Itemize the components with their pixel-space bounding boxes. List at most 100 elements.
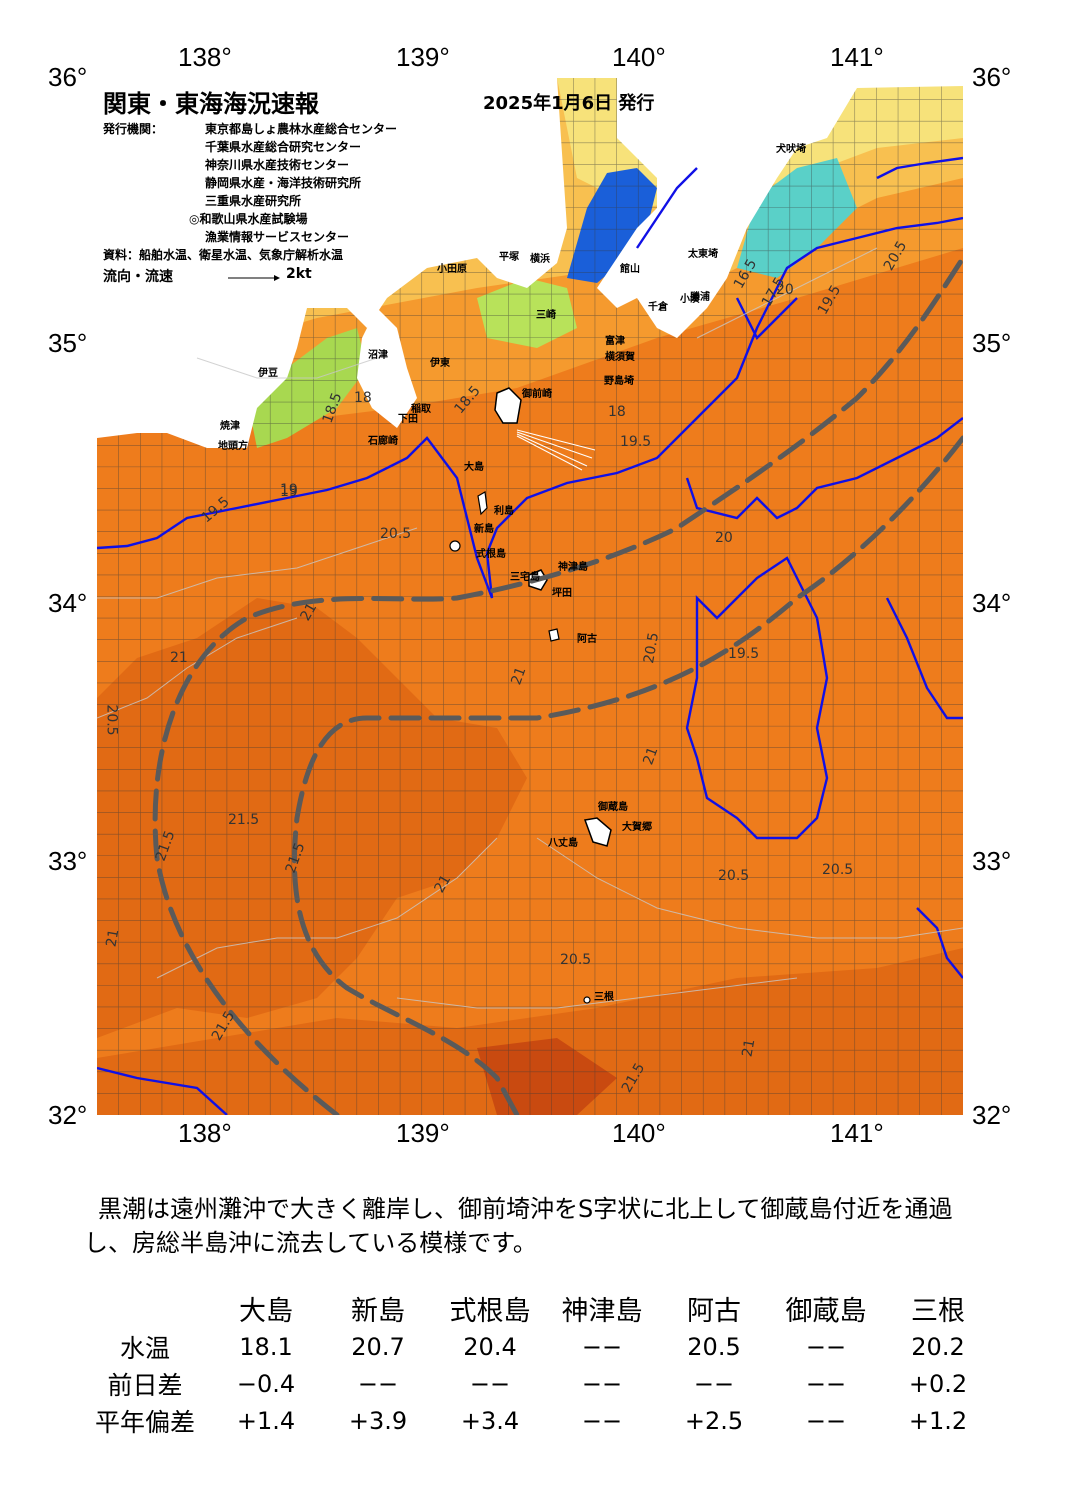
row-label: 前日差 (107, 1370, 183, 1400)
table-cell: −− (805, 1332, 847, 1361)
table-cell: 20.7 (351, 1332, 405, 1361)
place-label: 大賀郷 (622, 822, 652, 833)
lat-label-right-36: 36° (972, 62, 1012, 92)
place-label: 富津 (605, 336, 625, 347)
summary-text: 黒潮は遠州灘沖で大きく離岸し、御前埼沖をS字状に北上して御蔵島付近を通過し、房総… (84, 1195, 953, 1257)
organization-label: 発行機関： (103, 122, 164, 136)
place-label: 御蔵島 (598, 802, 628, 813)
organization-item: 静岡県水産・海洋技術研究所 (205, 176, 362, 190)
isotherm-label: 20.5 (560, 952, 592, 968)
kozushima-island (449, 540, 461, 552)
place-label: 横須賀 (605, 352, 635, 363)
place-label: 利島 (494, 506, 514, 517)
isotherm-label: 20.5 (718, 868, 750, 884)
lon-label-bottom-141: 141° (830, 1118, 884, 1148)
isotherm-label: 20 (715, 530, 733, 546)
flow-legend-unit: 2kt (286, 266, 312, 282)
organization-item: 東京都島しょ農林水産総合センター (205, 122, 398, 136)
isotherm-label: 18 (354, 390, 372, 406)
place-label: 伊豆 (258, 368, 278, 379)
data-source: 資料：船舶水温、衛星水温、気象庁解析水温 (103, 248, 344, 262)
row-label: 水温 (119, 1333, 170, 1363)
place-label: 館山 (620, 264, 640, 275)
place-label: 三崎 (536, 310, 556, 321)
isotherm-label: 18 (608, 404, 626, 420)
place-label: 御前崎 (522, 389, 552, 400)
place-label: 下田 (398, 414, 418, 425)
sea-warm-hotspot (477, 1038, 617, 1115)
table-cell: 18.1 (239, 1332, 293, 1361)
place-label: 式根島 (476, 549, 506, 560)
lon-label-top-140: 140° (612, 42, 666, 72)
station-header: 大島 (239, 1295, 293, 1327)
table-cell: 20.5 (687, 1332, 741, 1361)
sea-warm-core-west (97, 598, 527, 1038)
place-label: 小田原 (437, 264, 467, 275)
organization-item: ◎和歌山県水産試験場 (189, 212, 308, 226)
lat-label-right-34: 34° (972, 588, 1012, 618)
table-cell: +3.9 (348, 1406, 408, 1435)
lat-label-left-32: 32° (48, 1100, 88, 1130)
place-label: 神津島 (558, 562, 588, 573)
lon-label-bottom-139: 139° (396, 1118, 450, 1148)
organization-item: 神奈川県水産技術センター (205, 158, 350, 172)
table-cell: −0.4 (236, 1369, 296, 1398)
table-row: 平年偏差 +1.4 +3.9 +3.4 −− +2.5 −− +1.2 (80, 1402, 994, 1439)
isotherm-label: 20.5 (822, 862, 854, 878)
organization-item: 三重県水産研究所 (205, 194, 302, 208)
table-cell: 20.4 (463, 1332, 517, 1361)
map-title: 関東・東海海況速報 (103, 90, 319, 118)
isotherm-label: 19 (280, 482, 298, 498)
place-label: 新島 (474, 524, 494, 535)
table-corner (80, 1288, 210, 1328)
organization-item: 漁業情報サービスセンター (205, 230, 350, 244)
lon-label-bottom-140: 140° (612, 1118, 666, 1148)
hachijojima-island (583, 817, 612, 847)
table-cell: −− (357, 1369, 399, 1398)
minor-isotherms (97, 247, 963, 1009)
mikurajima-island (548, 628, 560, 642)
izu-peninsula (357, 308, 417, 428)
lat-label-left-36: 36° (48, 62, 88, 92)
honshu-land (97, 78, 567, 448)
flow-legend-label: 流向・流速 (103, 269, 173, 285)
table-cell: +3.4 (460, 1406, 520, 1435)
sea-temperature-map (97, 78, 963, 1115)
suruga-cool-water (247, 328, 367, 448)
place-label: 阿古 (577, 634, 597, 645)
table-row: 前日差 −0.4 −− −− −− −− −− +0.2 (80, 1365, 994, 1402)
table-cell: +1.4 (236, 1406, 296, 1435)
oshima-island (494, 387, 522, 424)
boso-land (597, 78, 963, 338)
place-label: 伊東 (430, 358, 450, 369)
lat-label-right-35: 35° (972, 328, 1012, 358)
place-label: 千倉 (648, 302, 668, 313)
lon-label-top-139: 139° (396, 42, 450, 72)
station-header: 御蔵島 (785, 1295, 867, 1327)
station-header: 三根 (911, 1295, 965, 1327)
table-cell: +0.2 (908, 1369, 968, 1398)
niijima-island (477, 491, 488, 516)
place-label: 石廊崎 (368, 436, 398, 447)
isotherm-label: 21.5 (228, 812, 260, 828)
place-label: 三根 (594, 992, 614, 1003)
lat-label-left-34: 34° (48, 588, 88, 618)
organization-item: 千葉県水産総合研究センター (205, 140, 362, 154)
place-label: 大島 (464, 462, 484, 473)
lat-label-right-32: 32° (972, 1100, 1012, 1130)
isotherm-label: 21 (739, 1037, 759, 1059)
map-canvas (97, 78, 963, 1115)
isotherm-label: 19.5 (620, 434, 652, 450)
flow-vectors (516, 429, 596, 471)
isotherm-label: 20.5 (103, 704, 120, 736)
lat-label-right-33: 33° (972, 846, 1012, 876)
isotherm-label: 19 (280, 484, 298, 500)
bay-cold-water (567, 168, 657, 283)
table-row: 水温 18.1 20.7 20.4 −− 20.5 −− 20.2 (80, 1328, 994, 1365)
lon-label-top-141: 141° (830, 42, 884, 72)
table-cell: −− (469, 1369, 511, 1398)
place-label: 三宅島 (510, 572, 540, 583)
isotherm-label: 20 (776, 282, 794, 298)
station-header: 阿古 (687, 1295, 741, 1327)
place-label: 勝浦 (690, 292, 710, 303)
